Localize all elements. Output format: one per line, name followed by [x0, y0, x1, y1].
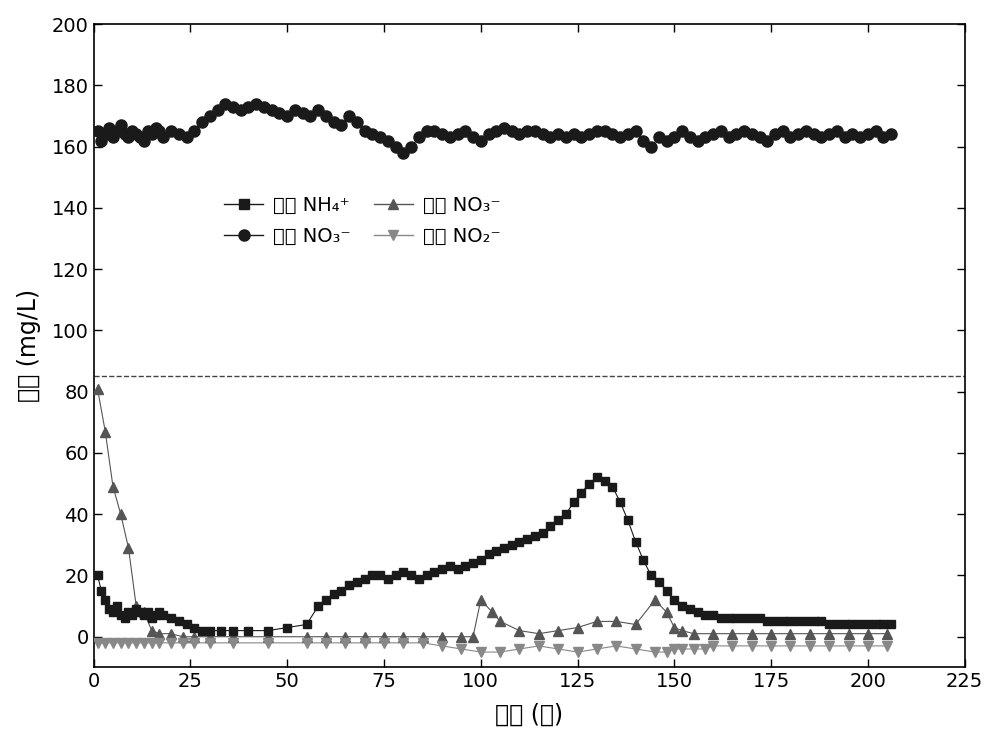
Legend: 出水 NH₄⁺, 进水 NO₃⁻, 出水 NO₃⁻, 出水 NO₂⁻: 出水 NH₄⁺, 进水 NO₃⁻, 出水 NO₃⁻, 出水 NO₂⁻ [217, 188, 508, 253]
X-axis label: 时间 (天): 时间 (天) [495, 702, 563, 727]
Y-axis label: 浓度 (mg/L): 浓度 (mg/L) [17, 289, 41, 402]
